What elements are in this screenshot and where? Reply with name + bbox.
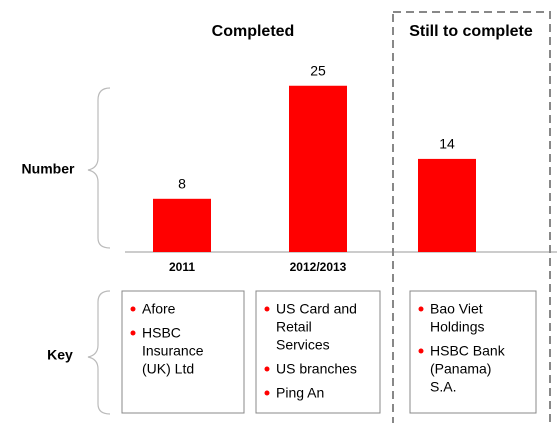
x-tick-label: 2011 — [169, 260, 195, 274]
row-label: Key — [47, 347, 73, 363]
key-box — [409, 290, 537, 414]
bullet — [264, 366, 270, 372]
key-item: Services — [276, 337, 330, 353]
bullet — [418, 306, 424, 312]
key-item: (UK) Ltd — [142, 361, 194, 377]
bullet — [264, 306, 270, 312]
key-item: (Panama) — [430, 361, 491, 377]
key-item: Bao Viet — [430, 301, 483, 317]
bullet — [418, 348, 424, 354]
brace — [87, 87, 111, 249]
key-item: US Card and — [276, 301, 357, 317]
key-item: HSBC — [142, 325, 181, 341]
key-item: HSBC Bank — [430, 343, 506, 359]
bar — [289, 85, 347, 252]
key-item: Holdings — [430, 319, 484, 335]
row-label: Number — [22, 161, 75, 177]
value-label: 8 — [178, 176, 186, 192]
key-item: US branches — [276, 361, 357, 377]
bullet — [130, 306, 136, 312]
x-tick-label: 2012/2013 — [290, 260, 347, 274]
key-item: Retail — [276, 319, 312, 335]
brace — [87, 290, 111, 415]
key-item: Insurance — [142, 343, 204, 359]
bar — [418, 158, 476, 252]
key-item: Afore — [142, 301, 176, 317]
key-box — [255, 290, 381, 414]
header-completed: Completed — [212, 23, 295, 40]
value-label: 14 — [439, 136, 455, 152]
key-item: S.A. — [430, 379, 456, 395]
key-item: Ping An — [276, 385, 324, 401]
value-label: 25 — [310, 62, 326, 78]
bullet — [264, 390, 270, 396]
bullet — [130, 330, 136, 336]
bar — [153, 198, 211, 252]
header-remaining: Still to complete — [409, 23, 533, 40]
key-box — [121, 290, 245, 414]
dashed-frame — [392, 11, 551, 423]
